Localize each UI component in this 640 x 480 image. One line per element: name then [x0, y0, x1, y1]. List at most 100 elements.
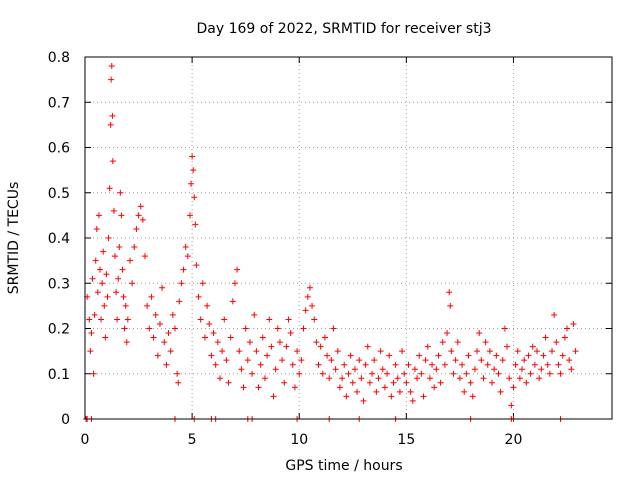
data-point	[240, 384, 247, 391]
data-point	[508, 402, 515, 409]
data-point	[115, 275, 122, 282]
data-point	[433, 366, 440, 373]
data-point	[471, 366, 478, 373]
data-point	[141, 253, 148, 260]
data-point	[227, 334, 234, 341]
data-point	[450, 370, 457, 377]
data-point	[480, 375, 487, 382]
data-point	[268, 343, 275, 350]
data-point	[510, 384, 517, 391]
data-point	[364, 343, 371, 350]
data-point	[106, 185, 113, 192]
data-point	[139, 216, 146, 223]
data-point	[424, 343, 431, 350]
data-point	[422, 357, 429, 364]
data-point	[244, 357, 251, 364]
data-point	[118, 212, 125, 219]
data-point	[409, 397, 416, 404]
data-point	[135, 212, 142, 219]
data-point	[304, 293, 311, 300]
data-point	[332, 366, 339, 373]
data-point	[285, 316, 292, 323]
data-point	[523, 379, 530, 386]
y-tick-label: 0.2	[48, 322, 70, 338]
data-point	[163, 361, 170, 368]
data-point	[102, 334, 109, 341]
data-point	[291, 384, 298, 391]
data-point	[108, 63, 115, 70]
data-point	[375, 375, 382, 382]
data-point	[152, 311, 159, 318]
data-point	[109, 112, 116, 119]
data-point	[501, 325, 508, 332]
data-point	[87, 348, 94, 355]
data-point	[91, 311, 98, 318]
data-point	[381, 384, 388, 391]
data-point	[306, 284, 313, 291]
data-point	[264, 352, 271, 359]
data-point	[448, 348, 455, 355]
data-point	[182, 244, 189, 251]
data-point	[420, 393, 427, 400]
data-point	[272, 366, 279, 373]
data-point	[189, 153, 196, 160]
data-point	[253, 348, 260, 355]
data-point	[549, 348, 556, 355]
data-point	[90, 370, 97, 377]
data-point	[294, 348, 301, 355]
data-point	[444, 330, 451, 337]
data-point	[184, 253, 191, 260]
data-point	[386, 352, 393, 359]
data-point	[154, 352, 161, 359]
data-point	[544, 361, 551, 368]
data-point	[113, 289, 120, 296]
y-tick-label: 0.6	[48, 141, 70, 157]
y-tick-label: 0.4	[48, 231, 70, 247]
data-point	[204, 302, 211, 309]
data-point	[452, 357, 459, 364]
data-point	[491, 366, 498, 373]
data-point	[234, 266, 241, 273]
data-point	[435, 352, 442, 359]
data-point	[461, 388, 468, 395]
data-point	[92, 257, 99, 264]
data-point	[431, 384, 438, 391]
data-point	[388, 393, 395, 400]
data-point	[192, 221, 199, 228]
data-point	[169, 311, 176, 318]
data-point	[137, 203, 144, 210]
data-point	[276, 339, 283, 346]
data-point	[186, 212, 193, 219]
data-points	[83, 63, 579, 422]
data-point	[354, 388, 361, 395]
data-point	[191, 194, 198, 201]
data-point	[171, 325, 178, 332]
data-point	[311, 316, 318, 323]
data-point	[326, 375, 333, 382]
data-point	[201, 334, 208, 341]
data-point	[339, 375, 346, 382]
data-point	[105, 235, 112, 241]
data-point	[156, 320, 163, 327]
data-point	[216, 375, 223, 382]
data-point	[465, 352, 472, 359]
data-point	[568, 366, 575, 373]
data-point	[107, 121, 114, 128]
data-point	[439, 339, 446, 346]
data-point	[416, 352, 423, 359]
data-point	[261, 375, 268, 382]
data-point	[167, 348, 174, 355]
data-point	[504, 343, 511, 350]
data-point	[341, 361, 348, 368]
data-point	[242, 325, 249, 332]
data-point	[178, 280, 185, 287]
data-point	[246, 339, 253, 346]
data-point	[111, 253, 118, 260]
data-point	[561, 334, 568, 341]
data-point	[146, 325, 153, 332]
data-point	[101, 302, 108, 309]
data-point	[506, 375, 513, 382]
data-point	[330, 325, 337, 332]
data-point	[456, 375, 463, 382]
data-point	[371, 357, 378, 364]
